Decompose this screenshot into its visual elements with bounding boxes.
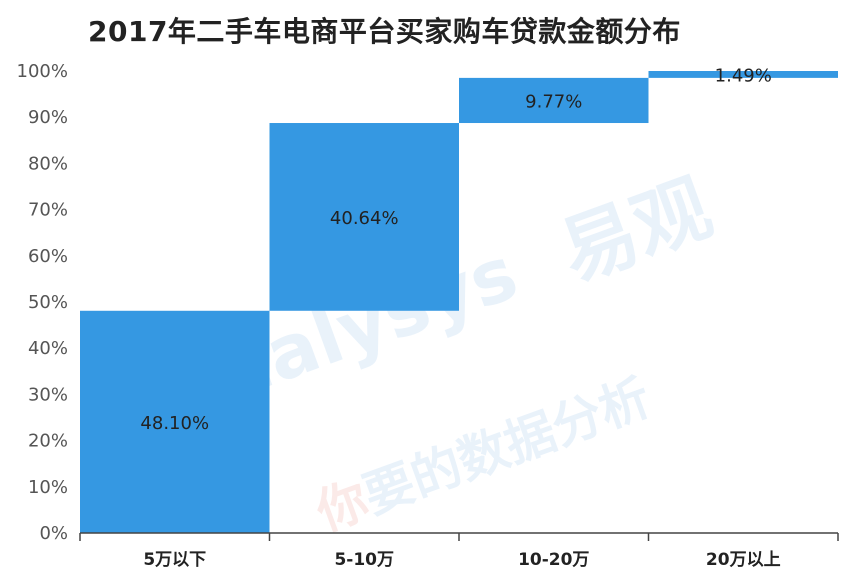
y-tick-label: 10% (28, 477, 68, 498)
data-label: 48.10% (140, 413, 209, 434)
watermark-tagline-rest: 要的数据分析 (356, 368, 658, 525)
watermark-tagline: 你要的数据分析 (308, 368, 658, 543)
y-tick-label: 90% (28, 107, 68, 128)
y-axis: 0% 10% 20% 30% 40% 50% 60% 70% 80% 90% 100% (17, 61, 68, 544)
y-tick-label: 0% (39, 523, 68, 544)
y-tick-label: 100% (17, 61, 68, 82)
y-tick-label: 30% (28, 384, 68, 405)
y-tick-label: 50% (28, 292, 68, 313)
bar (80, 310, 270, 533)
y-tick-label: 80% (28, 153, 68, 174)
y-tick-label: 40% (28, 338, 68, 359)
bars (80, 71, 838, 533)
y-tick-label: 70% (28, 200, 68, 221)
data-labels: 48.10% 40.64% 9.77% 1.49% (140, 65, 771, 433)
y-tick-label: 20% (28, 431, 68, 452)
y-tick-label: 60% (28, 246, 68, 267)
bar (269, 123, 459, 311)
x-category-label: 20万以上 (706, 550, 781, 570)
bar (648, 71, 838, 78)
data-label: 40.64% (330, 208, 399, 229)
x-category-label: 5万以下 (143, 550, 206, 570)
x-category-label: 5-10万 (334, 550, 394, 570)
chart-title: 2017年二手车电商平台买家购车贷款金额分布 (88, 15, 681, 48)
data-label: 9.77% (525, 91, 582, 112)
x-category-label: 10-20万 (518, 550, 589, 570)
x-axis: 5万以下 5-10万 10-20万 20万以上 (79, 532, 839, 570)
bar (459, 77, 649, 124)
data-label: 1.49% (715, 65, 772, 86)
watermark-brand-cn: 易观 (549, 162, 722, 298)
